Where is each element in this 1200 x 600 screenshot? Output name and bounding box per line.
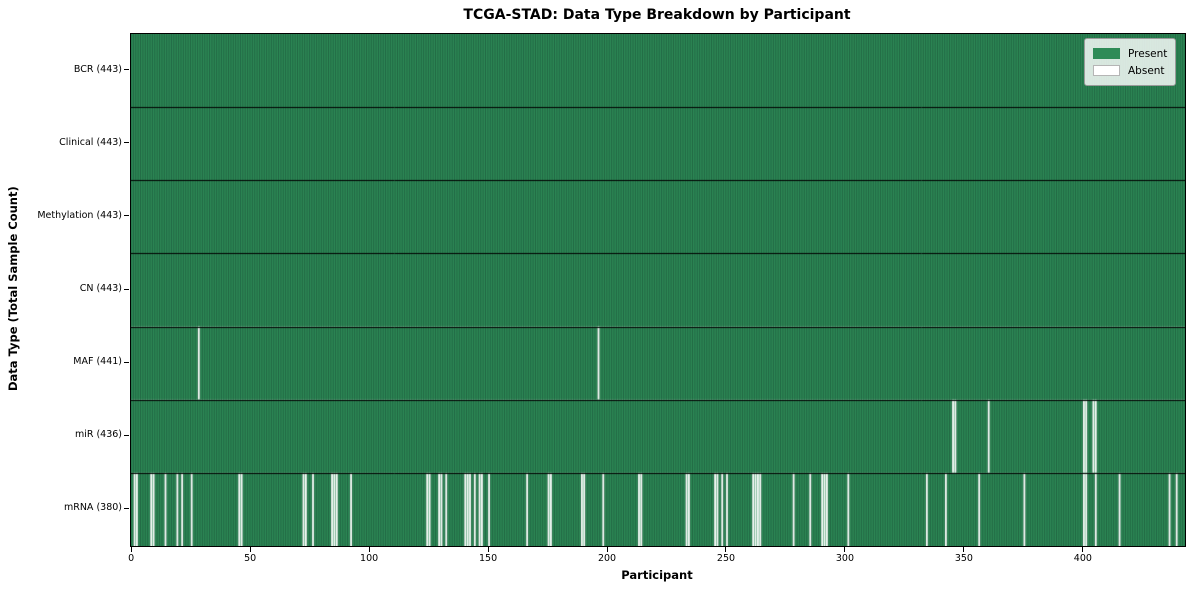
y-tick-label: Methylation (443)	[37, 209, 122, 221]
y-tick-label: MAF (441)	[73, 356, 122, 368]
legend: Present Absent	[1084, 38, 1176, 86]
y-tick-mark	[124, 507, 129, 509]
x-tick-label: 50	[244, 553, 257, 564]
x-tick-mark	[963, 547, 965, 552]
x-tick-mark	[1082, 547, 1084, 552]
plot-area	[130, 33, 1186, 547]
y-tick-mark	[124, 434, 129, 436]
x-tick-mark	[725, 547, 727, 552]
x-tick-mark	[844, 547, 846, 552]
x-tick-label: 150	[478, 553, 498, 564]
x-tick-mark	[130, 547, 132, 552]
x-tick-mark	[606, 547, 608, 552]
legend-label-present: Present	[1128, 47, 1168, 60]
legend-item-present: Present	[1093, 45, 1167, 62]
x-tick-label: 400	[1073, 553, 1092, 564]
legend-item-absent: Absent	[1093, 62, 1167, 79]
heatmap-canvas	[131, 34, 1185, 546]
x-tick-mark	[487, 547, 489, 552]
y-tick-mark	[124, 69, 129, 71]
y-tick-label: CN (443)	[79, 283, 122, 294]
y-tick-mark	[124, 142, 129, 144]
x-tick-label: 200	[597, 553, 617, 564]
y-tick-mark	[124, 288, 129, 290]
y-tick-label: mRNA (380)	[63, 502, 122, 514]
x-tick-label: 100	[360, 553, 379, 564]
chart-title: TCGA-STAD: Data Type Breakdown by Partic…	[463, 7, 851, 23]
x-tick-label: 350	[954, 553, 973, 564]
y-tick-label: BCR (443)	[73, 63, 122, 75]
x-tick-label: 250	[716, 553, 736, 564]
x-tick-label: 300	[835, 553, 855, 564]
x-tick-mark	[249, 547, 251, 552]
y-tick-label: miR (436)	[74, 429, 122, 441]
x-tick-mark	[368, 547, 370, 552]
y-tick-mark	[124, 215, 129, 217]
x-tick-label: 0	[128, 553, 135, 564]
y-tick-label: Clinical (443)	[59, 136, 122, 148]
y-tick-mark	[124, 361, 129, 363]
legend-label-absent: Absent	[1128, 64, 1165, 77]
present-swatch-icon	[1093, 48, 1120, 59]
absent-swatch-icon	[1093, 65, 1120, 76]
x-axis-label: Participant	[621, 568, 693, 582]
